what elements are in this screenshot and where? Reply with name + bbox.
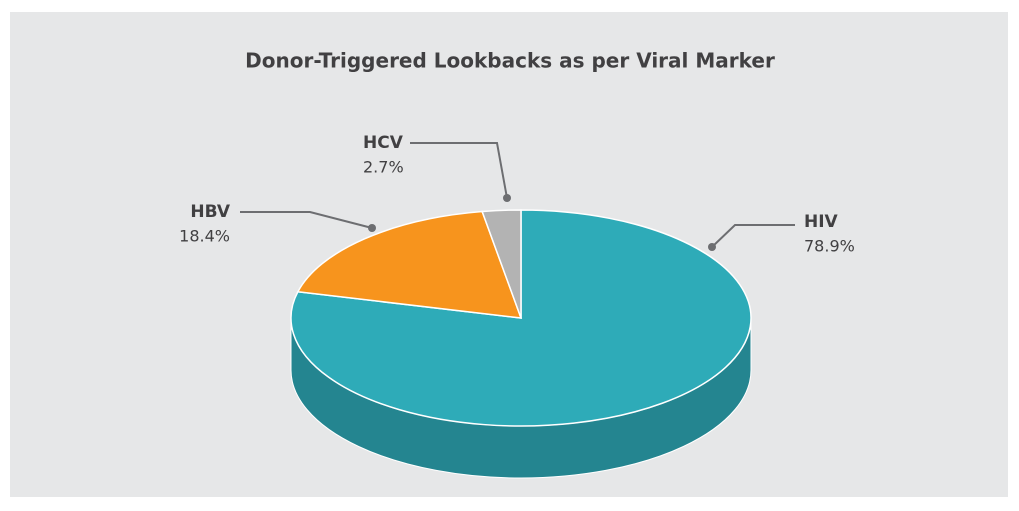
- slice-value-label: 78.9%: [804, 237, 855, 256]
- slice-value-label: 2.7%: [363, 158, 404, 177]
- slice: [296, 210, 523, 319]
- leader-dot: [368, 224, 376, 232]
- leader-line: [410, 142, 508, 199]
- chart-title: Donor-Triggered Lookbacks as per Viral M…: [245, 49, 775, 73]
- leader-line: [711, 224, 795, 248]
- slice: [481, 209, 522, 319]
- slice-label: HCV: [363, 133, 404, 153]
- leader-dot: [503, 194, 511, 202]
- slice-label: HIV: [804, 212, 839, 232]
- slice-label: HBV: [190, 202, 230, 222]
- leader-line: [240, 211, 373, 229]
- leader-dot: [708, 243, 716, 251]
- slice-value-label: 18.4%: [179, 227, 230, 246]
